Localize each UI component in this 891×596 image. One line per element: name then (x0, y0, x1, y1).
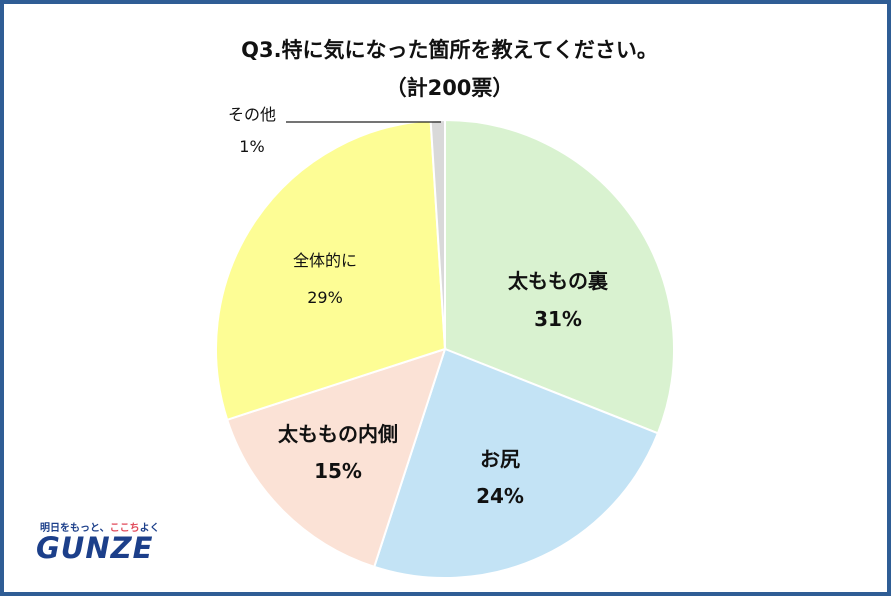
slice-buttocks-value: 24% (476, 484, 524, 508)
slice-inner-thigh-value: 15% (314, 459, 362, 483)
logo-tagline-pre: 明日をもっと、 (40, 523, 110, 534)
logo-tagline-kokoro: ここち (109, 523, 140, 534)
slice-thigh-back-value: 31% (534, 307, 582, 331)
slice-inner-thigh (225, 347, 447, 569)
slice-buttocks-label: お尻 (480, 447, 520, 471)
slice-other (429, 118, 446, 350)
chart-title: Q3.特に気になった箇所を教えてください。 (241, 38, 658, 62)
slice-other-value: 1% (239, 137, 264, 156)
slice-thigh-back-label: 太ももの裏 (508, 269, 609, 293)
slice-buttocks (372, 347, 660, 579)
slice-overall (215, 119, 447, 422)
logo-brand: GUNZE (36, 531, 154, 565)
logo-tagline: 明日をもっと、ここちよく (40, 519, 160, 534)
slice-other-label: その他 (228, 105, 276, 124)
gunze-logo: 明日をもっと、ここちよく GUNZE (36, 519, 170, 569)
slice-overall-value: 29% (307, 288, 343, 307)
chart-subtitle: （計200票） (385, 76, 514, 100)
slice-inner-thigh-label: 太ももの内側 (278, 422, 398, 446)
logo-tagline-post: よく (139, 523, 160, 534)
slice-overall-label: 全体的に (293, 251, 357, 270)
slice-thigh-back (444, 118, 675, 435)
